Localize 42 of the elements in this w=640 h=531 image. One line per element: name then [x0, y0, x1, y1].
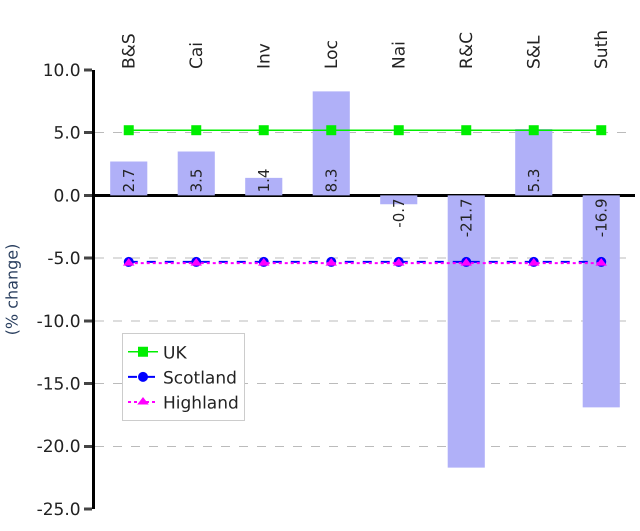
- x-tick-label: Inv: [254, 43, 274, 69]
- y-tick-label: -20.0: [36, 437, 81, 458]
- data-label: 5.3: [524, 168, 543, 192]
- point: [394, 125, 404, 136]
- bar: [448, 195, 485, 468]
- y-tick-label: -5.0: [47, 249, 81, 270]
- point: [461, 125, 472, 136]
- bar: [110, 162, 148, 196]
- y-tick-label: 0.0: [54, 186, 81, 206]
- y-tick-label: 5.0: [54, 124, 81, 144]
- point: [528, 125, 539, 136]
- legend-label: Highland: [163, 394, 239, 414]
- x-tick-label: R&C: [456, 32, 477, 69]
- data-label: 2.7: [120, 168, 138, 192]
- point: [124, 125, 134, 136]
- bar: [178, 152, 215, 196]
- x-tick-label: Suth: [592, 30, 612, 69]
- point: [326, 125, 336, 136]
- data-label: 3.5: [187, 168, 206, 192]
- x-tick-label: S&L: [524, 34, 544, 69]
- x-tick-label: Cai: [186, 42, 207, 69]
- point: [596, 125, 606, 136]
- point: [258, 125, 269, 136]
- legend-label: Scotland: [163, 368, 237, 388]
- y-tick-label: -10.0: [36, 312, 81, 332]
- data-label: 8.3: [322, 168, 340, 192]
- data-label: -16.9: [592, 198, 610, 238]
- bar: [515, 128, 552, 196]
- data-label: -21.7: [457, 198, 476, 238]
- x-tick-label: Nai: [389, 41, 410, 69]
- y-axis-title: (% change): [2, 244, 22, 336]
- x-tick-label: B&S: [119, 33, 140, 69]
- y-tick-label: 10.0: [42, 60, 81, 81]
- bar: [582, 195, 620, 408]
- y-tick-label: -15.0: [36, 374, 81, 395]
- bar: [312, 91, 350, 196]
- data-label: -0.7: [390, 198, 408, 228]
- point: [191, 125, 202, 136]
- y-tick-label: -25.0: [36, 500, 81, 520]
- data-label: 1.4: [254, 168, 273, 192]
- legend-label: UK: [163, 343, 188, 364]
- x-tick-label: Loc: [322, 40, 342, 69]
